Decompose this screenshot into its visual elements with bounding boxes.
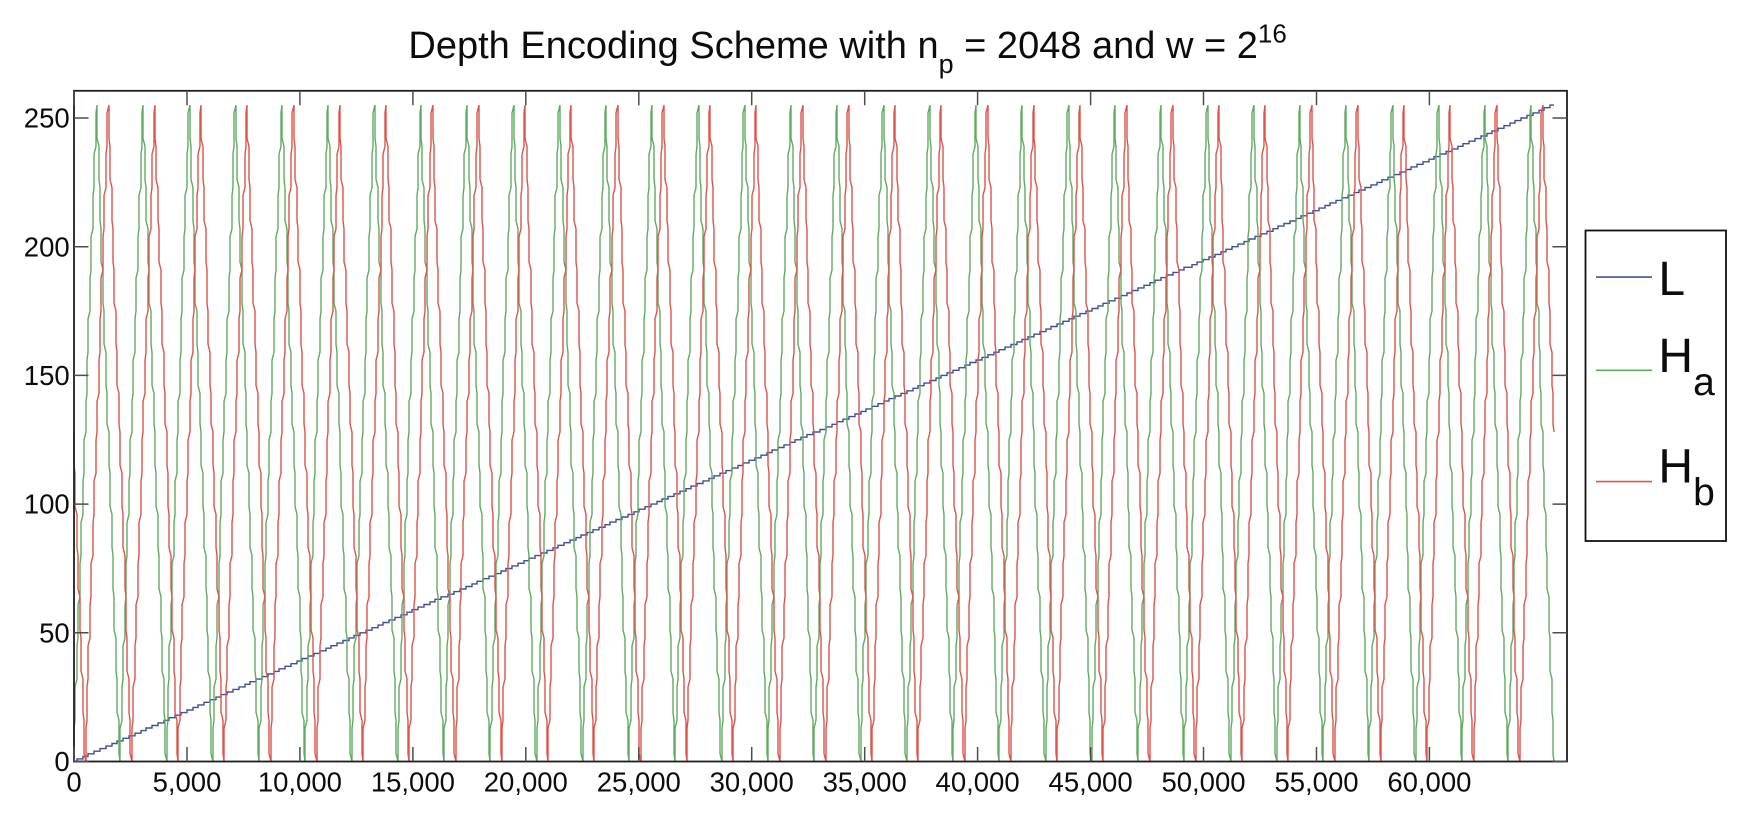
svg-text:50: 50 bbox=[39, 617, 70, 648]
svg-text:40,000: 40,000 bbox=[936, 767, 1020, 798]
svg-text:45,000: 45,000 bbox=[1049, 767, 1133, 798]
svg-text:20,000: 20,000 bbox=[484, 767, 568, 798]
svg-text:250: 250 bbox=[24, 103, 70, 134]
svg-text:100: 100 bbox=[24, 489, 70, 520]
svg-text:30,000: 30,000 bbox=[710, 767, 794, 798]
svg-text:0: 0 bbox=[66, 767, 81, 798]
svg-text:0: 0 bbox=[54, 746, 69, 777]
svg-text:25,000: 25,000 bbox=[597, 767, 681, 798]
svg-text:60,000: 60,000 bbox=[1387, 767, 1471, 798]
svg-text:10,000: 10,000 bbox=[258, 767, 342, 798]
svg-text:55,000: 55,000 bbox=[1274, 767, 1358, 798]
svg-text:35,000: 35,000 bbox=[823, 767, 907, 798]
svg-text:150: 150 bbox=[24, 360, 70, 391]
svg-text:200: 200 bbox=[24, 231, 70, 262]
svg-text:15,000: 15,000 bbox=[371, 767, 455, 798]
svg-text:L: L bbox=[1658, 253, 1685, 306]
svg-text:50,000: 50,000 bbox=[1161, 767, 1245, 798]
svg-text:5,000: 5,000 bbox=[153, 767, 222, 798]
